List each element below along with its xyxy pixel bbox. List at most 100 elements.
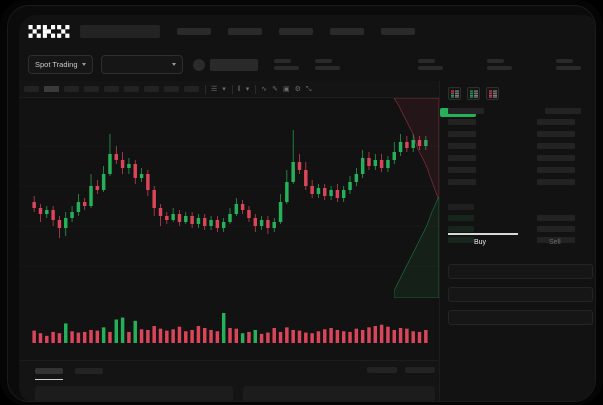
orderbook-bid-row[interactable] bbox=[448, 237, 474, 243]
orderbook-ask-size bbox=[537, 119, 575, 125]
orders-card-0[interactable] bbox=[35, 386, 233, 401]
settings-gear-icon[interactable]: ⚙ bbox=[294, 85, 301, 93]
fullscreen-icon[interactable]: ⤡ bbox=[305, 85, 312, 93]
orders-action-0[interactable] bbox=[367, 367, 397, 373]
ticker-stat-2 bbox=[417, 59, 443, 70]
stat-label bbox=[314, 59, 332, 63]
stat-label bbox=[417, 59, 435, 63]
orderbook-bid-row[interactable] bbox=[448, 215, 474, 221]
orderbook-bid-size bbox=[537, 237, 575, 243]
orderbook-ask-row[interactable] bbox=[448, 167, 476, 173]
stat-value bbox=[417, 66, 443, 70]
orderbook-mode-bids-icon[interactable] bbox=[467, 87, 480, 100]
candle-series bbox=[32, 130, 428, 238]
chevron-down-icon bbox=[81, 63, 86, 66]
stat-value bbox=[555, 66, 581, 70]
camera-icon[interactable]: ▣ bbox=[282, 85, 290, 93]
orders-tab-underline bbox=[35, 379, 63, 380]
ticker-stat-4 bbox=[555, 59, 581, 70]
orderbook-ask-row[interactable] bbox=[448, 119, 476, 125]
orderbook-trade-column: Buy Sell bbox=[439, 81, 595, 401]
top-navigation-bar bbox=[19, 15, 595, 48]
timeframe-button-5[interactable] bbox=[124, 86, 139, 92]
candlestick-icon[interactable]: ‖ bbox=[237, 85, 241, 93]
timeframe-button-1[interactable] bbox=[44, 86, 59, 92]
timeframe-button-6[interactable] bbox=[144, 86, 159, 92]
orderbook-display-modes bbox=[448, 87, 499, 100]
line-wave-icon[interactable]: ∿ bbox=[261, 85, 268, 93]
nav-item-1[interactable] bbox=[228, 28, 262, 35]
timeframe-button-2[interactable] bbox=[64, 86, 79, 92]
orderbook-ask-size bbox=[537, 131, 575, 137]
volume-series bbox=[32, 313, 428, 343]
toolbar-divider bbox=[255, 84, 257, 94]
orderbook-ask-size bbox=[537, 179, 575, 185]
stat-value bbox=[273, 66, 299, 70]
orderbook-ask-row[interactable] bbox=[448, 131, 476, 137]
okx-logo-icon[interactable] bbox=[28, 25, 70, 38]
ticker-stat-1 bbox=[314, 59, 340, 70]
timeframe-button-4[interactable] bbox=[104, 86, 119, 92]
stat-label bbox=[486, 59, 504, 63]
order-price-field[interactable] bbox=[448, 264, 593, 279]
orderbook-bid-row[interactable] bbox=[448, 204, 474, 210]
nav-item-2[interactable] bbox=[279, 28, 313, 35]
orderbook-ask-row[interactable] bbox=[448, 179, 476, 185]
orderbook-header-size bbox=[545, 108, 581, 114]
bar-chart-icon[interactable]: ☰ bbox=[211, 85, 218, 93]
nav-item-3[interactable] bbox=[330, 28, 364, 35]
orderbook-bid-size bbox=[537, 215, 575, 221]
trade-side-tabs: Buy Sell bbox=[448, 233, 593, 253]
device-bezel: Spot Trading bbox=[7, 5, 596, 402]
order-amount-field[interactable] bbox=[448, 287, 593, 302]
depth-chart-overlay bbox=[394, 98, 439, 298]
orderbook-mode-asks-icon[interactable] bbox=[486, 87, 499, 100]
orderbook-ask-row[interactable] bbox=[448, 143, 476, 149]
orderbook[interactable] bbox=[440, 108, 595, 243]
chart-gridlines bbox=[19, 145, 439, 267]
depth-ask-area bbox=[394, 98, 439, 199]
orderbook-ask-row[interactable] bbox=[448, 155, 476, 161]
orders-action-1[interactable] bbox=[405, 367, 435, 373]
ticker-stat-0 bbox=[273, 59, 299, 70]
orderbook-mode-both-icon[interactable] bbox=[448, 87, 461, 100]
search-input[interactable] bbox=[80, 25, 160, 38]
pencil-icon[interactable]: ✎ bbox=[272, 85, 278, 93]
coin-avatar-icon bbox=[192, 58, 205, 71]
chart-toolbar: ☰ ▾ ‖ ▾ ∿ ✎ ▣ ⚙ ⤡ bbox=[19, 81, 439, 98]
stat-label bbox=[273, 59, 291, 63]
timeframe-button-8[interactable] bbox=[184, 86, 199, 92]
tab-buy[interactable]: Buy bbox=[474, 239, 487, 246]
indicator-chevron-icon[interactable]: ▾ bbox=[245, 85, 250, 93]
timeframe-button-7[interactable] bbox=[164, 86, 179, 92]
orderbook-ask-size bbox=[537, 143, 575, 149]
order-total-field[interactable] bbox=[448, 310, 593, 325]
stat-value bbox=[314, 66, 340, 70]
pair-name bbox=[209, 58, 258, 71]
market-type-label: Spot Trading bbox=[35, 60, 78, 69]
orders-tab-1[interactable] bbox=[75, 368, 103, 374]
chevron-down-icon bbox=[171, 63, 176, 66]
market-type-select[interactable]: Spot Trading bbox=[28, 55, 93, 74]
orders-card-1[interactable] bbox=[243, 386, 435, 401]
nav-item-0[interactable] bbox=[177, 28, 211, 35]
ticker-bar: Spot Trading bbox=[19, 48, 595, 81]
candlestick-chart bbox=[19, 130, 439, 343]
orders-tab-0[interactable] bbox=[35, 368, 63, 374]
chart-type-chevron-icon[interactable]: ▾ bbox=[222, 85, 226, 93]
tab-sell[interactable]: Sell bbox=[549, 239, 561, 246]
stat-label bbox=[555, 59, 573, 63]
timeframe-button-3[interactable] bbox=[84, 86, 99, 92]
trading-app-screen: Spot Trading bbox=[19, 15, 595, 401]
orders-panel bbox=[19, 360, 439, 401]
orderbook-bid-row[interactable] bbox=[448, 226, 474, 232]
timeframe-button-0[interactable] bbox=[24, 86, 39, 92]
orderbook-ask-size bbox=[537, 167, 575, 173]
pair-select[interactable] bbox=[100, 55, 183, 74]
stat-value bbox=[486, 66, 512, 70]
price-chart-panel[interactable] bbox=[19, 98, 439, 360]
buy-tab-indicator bbox=[448, 233, 518, 235]
nav-item-4[interactable] bbox=[381, 28, 415, 35]
orderbook-header-price bbox=[448, 108, 484, 114]
